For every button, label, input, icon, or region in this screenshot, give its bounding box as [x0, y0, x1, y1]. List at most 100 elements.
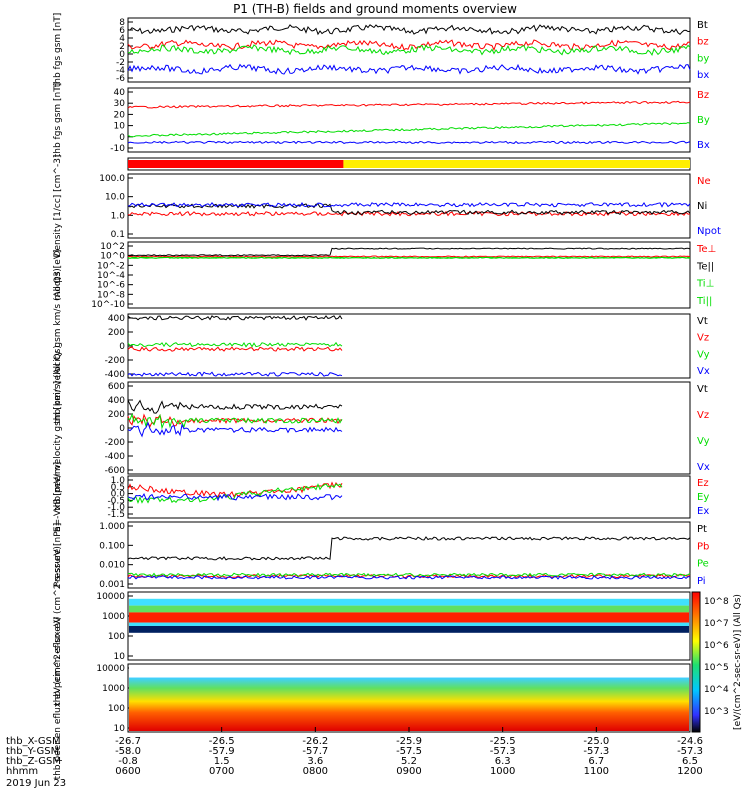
colorbar-tick-label: 10^8 — [704, 597, 729, 607]
legend-npot: Npot — [697, 226, 721, 237]
panel-5: moqt3 [eV] 10^210^010^-210^-410^-610^-810… — [53, 241, 716, 310]
series-line-vt — [127, 315, 343, 321]
panel-ylabel: thb peer en eflux eV (cm^2-s-sr-eV) — [53, 617, 63, 780]
colorbar-tick-label: 10^3 — [704, 707, 729, 717]
series-line-pi — [127, 575, 690, 580]
footer-value: -57.9 — [209, 746, 235, 757]
spectrogram-band — [129, 622, 689, 626]
legend-pt: Pt — [697, 524, 707, 535]
series-line-by — [127, 121, 691, 138]
series-line-bz — [127, 39, 691, 52]
ytick-label: -4 — [116, 66, 125, 76]
ytick-label: 0.001 — [99, 580, 125, 590]
footer-value: 6.7 — [588, 756, 604, 767]
legend-pb: Pb — [697, 541, 709, 552]
series-line-ni — [127, 203, 691, 216]
spectrogram-fill — [129, 665, 689, 731]
legend-vz: Vz — [697, 410, 709, 421]
ytick-label: 0 — [119, 133, 125, 143]
legend-ti||: Ti|| — [696, 296, 712, 307]
spectrogram-band — [129, 612, 689, 623]
panel-frame — [127, 381, 691, 475]
footer-value: -58.0 — [115, 746, 141, 757]
ytick-label: 400 — [108, 396, 125, 406]
ytick-label: 400 — [108, 314, 125, 324]
legend-by: by — [697, 53, 709, 64]
series-line-ti|| — [127, 256, 690, 259]
series-line-bx — [127, 63, 691, 75]
panel-ylabel: thb fgs gsm [nT] — [53, 83, 63, 158]
series-line-pe — [127, 572, 691, 577]
footer-value: -57.3 — [490, 746, 516, 757]
ytick-label: 10^-6 — [97, 281, 125, 291]
legend-bx: bx — [697, 70, 709, 81]
ytick-label: 40 — [114, 88, 126, 98]
panel-ylabel: thb peir velocity gsm km/s (All Qs) — [53, 268, 63, 424]
legend-ne: Ne — [697, 176, 711, 187]
footer-value: -24.6 — [677, 736, 703, 747]
ytick-label: -2 — [116, 58, 125, 68]
ytick-label: -400 — [105, 452, 126, 462]
colorbar-tick-label: 10^7 — [704, 619, 729, 629]
legend-ex: Ex — [697, 506, 709, 517]
legend-vx: Vx — [697, 462, 710, 473]
series-line-vy — [127, 413, 343, 430]
ytick-label: -6 — [116, 74, 125, 84]
series-line-ez — [127, 481, 343, 498]
footer-value: 1100 — [584, 766, 609, 777]
series-line-npot — [127, 201, 691, 208]
legend-ti⊥: Ti⊥ — [696, 279, 714, 290]
ytick-label: 200 — [108, 328, 125, 338]
panel-frame — [127, 173, 691, 239]
ytick-label: 0.5 — [111, 483, 125, 493]
footer-value: 1.5 — [214, 756, 230, 767]
panel-ylabel: thb fgs gsm [nT] — [53, 13, 63, 88]
series-line-te|| — [127, 247, 691, 257]
footer-value: 3.6 — [307, 756, 323, 767]
footer-value: -57.5 — [396, 746, 422, 757]
ytick-label: 0 — [119, 342, 125, 352]
spectrogram-band — [129, 605, 689, 613]
legend-bt: Bt — [697, 20, 708, 31]
panel-10: thb peir en eflux eV (cm^2-s-sr-eV) 10000… — [53, 546, 691, 706]
footer-value: 6.5 — [682, 756, 698, 767]
ytick-label: 1.0 — [111, 211, 126, 221]
panel-ylabel: Density [1/cc] [cm^-3] — [53, 155, 63, 258]
series-line-vt — [127, 399, 343, 414]
footer-value: -57.3 — [583, 746, 609, 757]
ytick-label: 10^-8 — [97, 290, 125, 300]
legend-vt: Vt — [697, 316, 708, 327]
footer-date: 2019 Jun 23 — [6, 778, 66, 789]
footer-value: 0700 — [209, 766, 234, 777]
series-line-by — [128, 44, 691, 56]
ytick-label: 100.0 — [99, 174, 125, 184]
ytick-label: 600 — [108, 382, 125, 392]
chart-title: P1 (TH-B) fields and ground moments over… — [233, 2, 517, 16]
panel-4: Density [1/cc] [cm^-3] 100.0 10.0 1.0 0.1 Ne N… — [53, 155, 721, 258]
footer-value: 0900 — [396, 766, 421, 777]
ytick-label: 10^-4 — [97, 271, 125, 281]
legend-vy: Vy — [697, 349, 710, 360]
panel-ylabel: thb peer velocity gsm [km/s] (All Qs) — [53, 345, 63, 511]
panel-7: thb peer velocity gsm [km/s] (All Qs) 600… — [53, 345, 710, 511]
legend-te||: Te|| — [696, 261, 714, 272]
ytick-label: -200 — [105, 356, 126, 366]
footer-value: 1200 — [677, 766, 702, 777]
ytick-label: -600 — [105, 466, 126, 476]
colorbar-title: [eV/(cm^2-sec-sr-eV)] (All Qs) — [733, 594, 743, 730]
series-line-pt — [127, 536, 691, 561]
ytick-label: 1000 — [102, 612, 125, 622]
legend-bx: Bx — [697, 140, 710, 151]
ytick-label: 20 — [114, 110, 126, 120]
footer-label: thb_X-GSM — [6, 736, 61, 747]
ytick-label: -200 — [105, 438, 126, 448]
legend-bz: Bz — [697, 90, 709, 101]
series-line-vy — [127, 341, 343, 348]
legend-pi: Pi — [697, 576, 706, 587]
footer-label: thb_Z-GSM — [6, 756, 61, 767]
panel-frame — [127, 313, 691, 379]
panel-frame — [127, 241, 691, 309]
ytick-label: -10 — [110, 144, 125, 154]
ytick-label: 0 — [119, 424, 125, 434]
